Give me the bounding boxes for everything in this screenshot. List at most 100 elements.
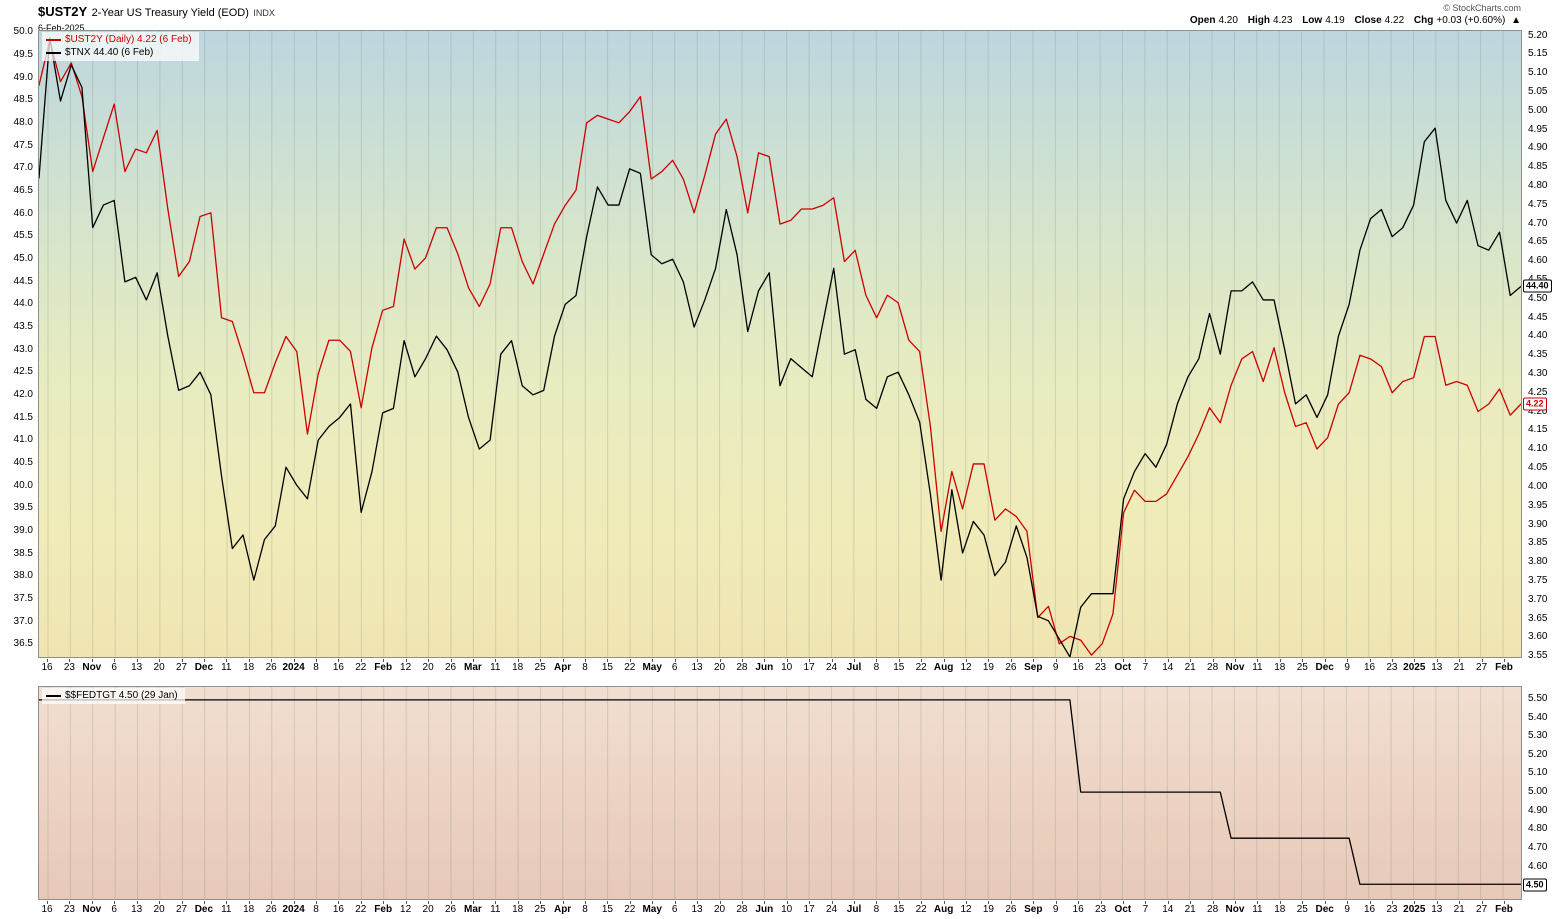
axis-tick-mark bbox=[629, 901, 631, 904]
x-axis-day-label: 13 bbox=[131, 904, 143, 915]
open-label: Open bbox=[1189, 15, 1216, 26]
axis-tick-mark bbox=[1055, 659, 1057, 662]
axis-tick-mark bbox=[966, 901, 967, 904]
axis-tick-mark bbox=[898, 659, 900, 662]
axis-tick-mark bbox=[1436, 901, 1438, 904]
last-value-tag: 4.50 bbox=[1523, 878, 1547, 892]
x-axis-day-label: 10 bbox=[781, 904, 793, 915]
axis-tick-mark bbox=[1279, 659, 1281, 662]
x-axis-month-label: Jul bbox=[846, 904, 862, 915]
axis-tick-mark bbox=[1391, 901, 1393, 904]
y-axis-label: 45.0 bbox=[13, 253, 33, 264]
axis-tick-mark bbox=[203, 659, 205, 662]
axis-tick-mark bbox=[741, 659, 743, 662]
high-value: 4.23 bbox=[1272, 15, 1293, 26]
x-axis-day-label: 23 bbox=[63, 904, 75, 915]
x-axis-day-label: 12 bbox=[400, 662, 412, 673]
x-axis-day-label: 18 bbox=[243, 662, 255, 673]
fed-target-right-axis: 5.50 5.40 5.30 5.20 5.10 5.00 4.90 4.80 4.70 4.60… bbox=[1525, 686, 1565, 900]
last-value-tag: 4.22 bbox=[1523, 397, 1547, 411]
fed-target-panel bbox=[38, 686, 1522, 900]
x-axis-day-label: 6 bbox=[671, 662, 678, 673]
x-axis-day-label: 16 bbox=[1363, 662, 1376, 673]
axis-tick-mark bbox=[271, 659, 273, 662]
x-axis-day-label: 16 bbox=[1072, 904, 1084, 915]
legend-line-swatch-icon bbox=[46, 695, 61, 697]
y-axis-label: 38.5 bbox=[13, 548, 33, 559]
legend-label: $TNX 44.40 (6 Feb) bbox=[65, 47, 154, 58]
axis-tick-mark bbox=[809, 901, 811, 904]
x-axis-day-label: 23 bbox=[63, 662, 75, 673]
x-axis-month-label: 2024 bbox=[282, 662, 305, 673]
axis-tick-mark bbox=[1212, 659, 1214, 662]
y-axis-label: 4.15 bbox=[1528, 424, 1548, 435]
axis-tick-mark bbox=[607, 659, 609, 662]
axis-tick-mark bbox=[809, 659, 811, 662]
close-label: Close bbox=[1354, 15, 1382, 26]
chart-header: $UST2Y 2-Year US Treasury Yield (EOD) IN… bbox=[38, 3, 275, 33]
axis-tick-mark bbox=[338, 901, 340, 904]
axis-tick-mark bbox=[517, 901, 519, 904]
chg-label: Chg bbox=[1413, 15, 1434, 26]
x-axis-month-label: 2025 bbox=[1403, 904, 1426, 915]
y-axis-label: 44.0 bbox=[13, 298, 33, 309]
x-axis-day-label: 25 bbox=[1296, 662, 1308, 673]
series-line--ust2y-daily- bbox=[39, 39, 1521, 656]
axis-tick-mark bbox=[1324, 659, 1326, 662]
x-axis-day-label: 22 bbox=[355, 662, 367, 673]
axis-tick-mark bbox=[1347, 659, 1349, 662]
x-axis-month-label: Jul bbox=[846, 662, 862, 673]
x-axis-day-label: 6 bbox=[111, 904, 117, 915]
page-title: 2-Year US Treasury Yield (EOD) bbox=[91, 7, 249, 19]
x-axis-day-label: 11 bbox=[490, 662, 501, 673]
axis-tick-mark bbox=[91, 659, 93, 662]
y-axis-label: 4.70 bbox=[1528, 842, 1548, 853]
x-axis-month-label: Sep bbox=[1024, 904, 1043, 915]
x-axis-day-label: 25 bbox=[534, 662, 546, 673]
axis-tick-mark bbox=[136, 901, 138, 904]
y-axis-label: 4.80 bbox=[1528, 823, 1548, 834]
quote-bar: Open 4.20 High 4.23 Low 4.19 Close 4.22 Chg +… bbox=[1183, 15, 1521, 26]
axis-tick-mark bbox=[921, 901, 923, 904]
y-axis-label: 36.5 bbox=[13, 638, 33, 649]
axis-tick-mark bbox=[1190, 901, 1192, 904]
y-axis-label: 4.35 bbox=[1528, 349, 1548, 360]
axis-tick-mark bbox=[293, 659, 295, 662]
axis-tick-mark bbox=[495, 659, 497, 662]
axis-tick-mark bbox=[876, 659, 878, 662]
x-axis-day-label: 11 bbox=[221, 662, 232, 673]
y-axis-label: 5.40 bbox=[1528, 712, 1548, 723]
axis-tick-mark bbox=[450, 901, 452, 904]
axis-tick-mark bbox=[786, 901, 788, 904]
x-axis-month-label: Aug bbox=[933, 904, 954, 915]
series-line--tnx bbox=[39, 37, 1521, 657]
low-label: Low bbox=[1302, 15, 1323, 26]
y-axis-label: 43.0 bbox=[13, 344, 33, 355]
y-axis-label: 4.95 bbox=[1528, 124, 1548, 135]
axis-tick-mark bbox=[316, 901, 317, 904]
x-axis-day-label: 22 bbox=[624, 904, 636, 915]
y-axis-label: 3.65 bbox=[1528, 613, 1548, 624]
axis-tick-mark bbox=[1122, 901, 1124, 904]
x-axis-month-label: Nov bbox=[1225, 904, 1245, 915]
axis-tick-mark bbox=[540, 901, 542, 904]
axis-tick-mark bbox=[540, 659, 542, 662]
axis-tick-mark bbox=[383, 901, 385, 904]
y-axis-label: 38.0 bbox=[13, 570, 33, 581]
axis-tick-mark bbox=[1145, 659, 1147, 662]
chg-value: +0.03 (+0.60%) bbox=[1436, 15, 1506, 26]
y-axis-label: 50.0 bbox=[13, 26, 33, 37]
x-axis-month-label: May bbox=[642, 662, 662, 673]
axis-tick-mark bbox=[248, 659, 250, 662]
axis-tick-mark bbox=[136, 659, 138, 662]
low-value: 4.19 bbox=[1325, 15, 1345, 26]
x-axis-day-label: 12 bbox=[960, 662, 972, 673]
x-axis-day-label: 11 bbox=[490, 904, 501, 915]
y-axis-label: 4.75 bbox=[1528, 199, 1548, 210]
open-value: 4.20 bbox=[1218, 15, 1238, 26]
x-axis-day-label: 8 bbox=[313, 662, 319, 673]
axis-tick-mark bbox=[450, 659, 452, 662]
x-axis-day-label: 16 bbox=[332, 662, 344, 673]
axis-tick-mark bbox=[674, 659, 676, 662]
y-axis-label: 40.0 bbox=[13, 480, 33, 491]
